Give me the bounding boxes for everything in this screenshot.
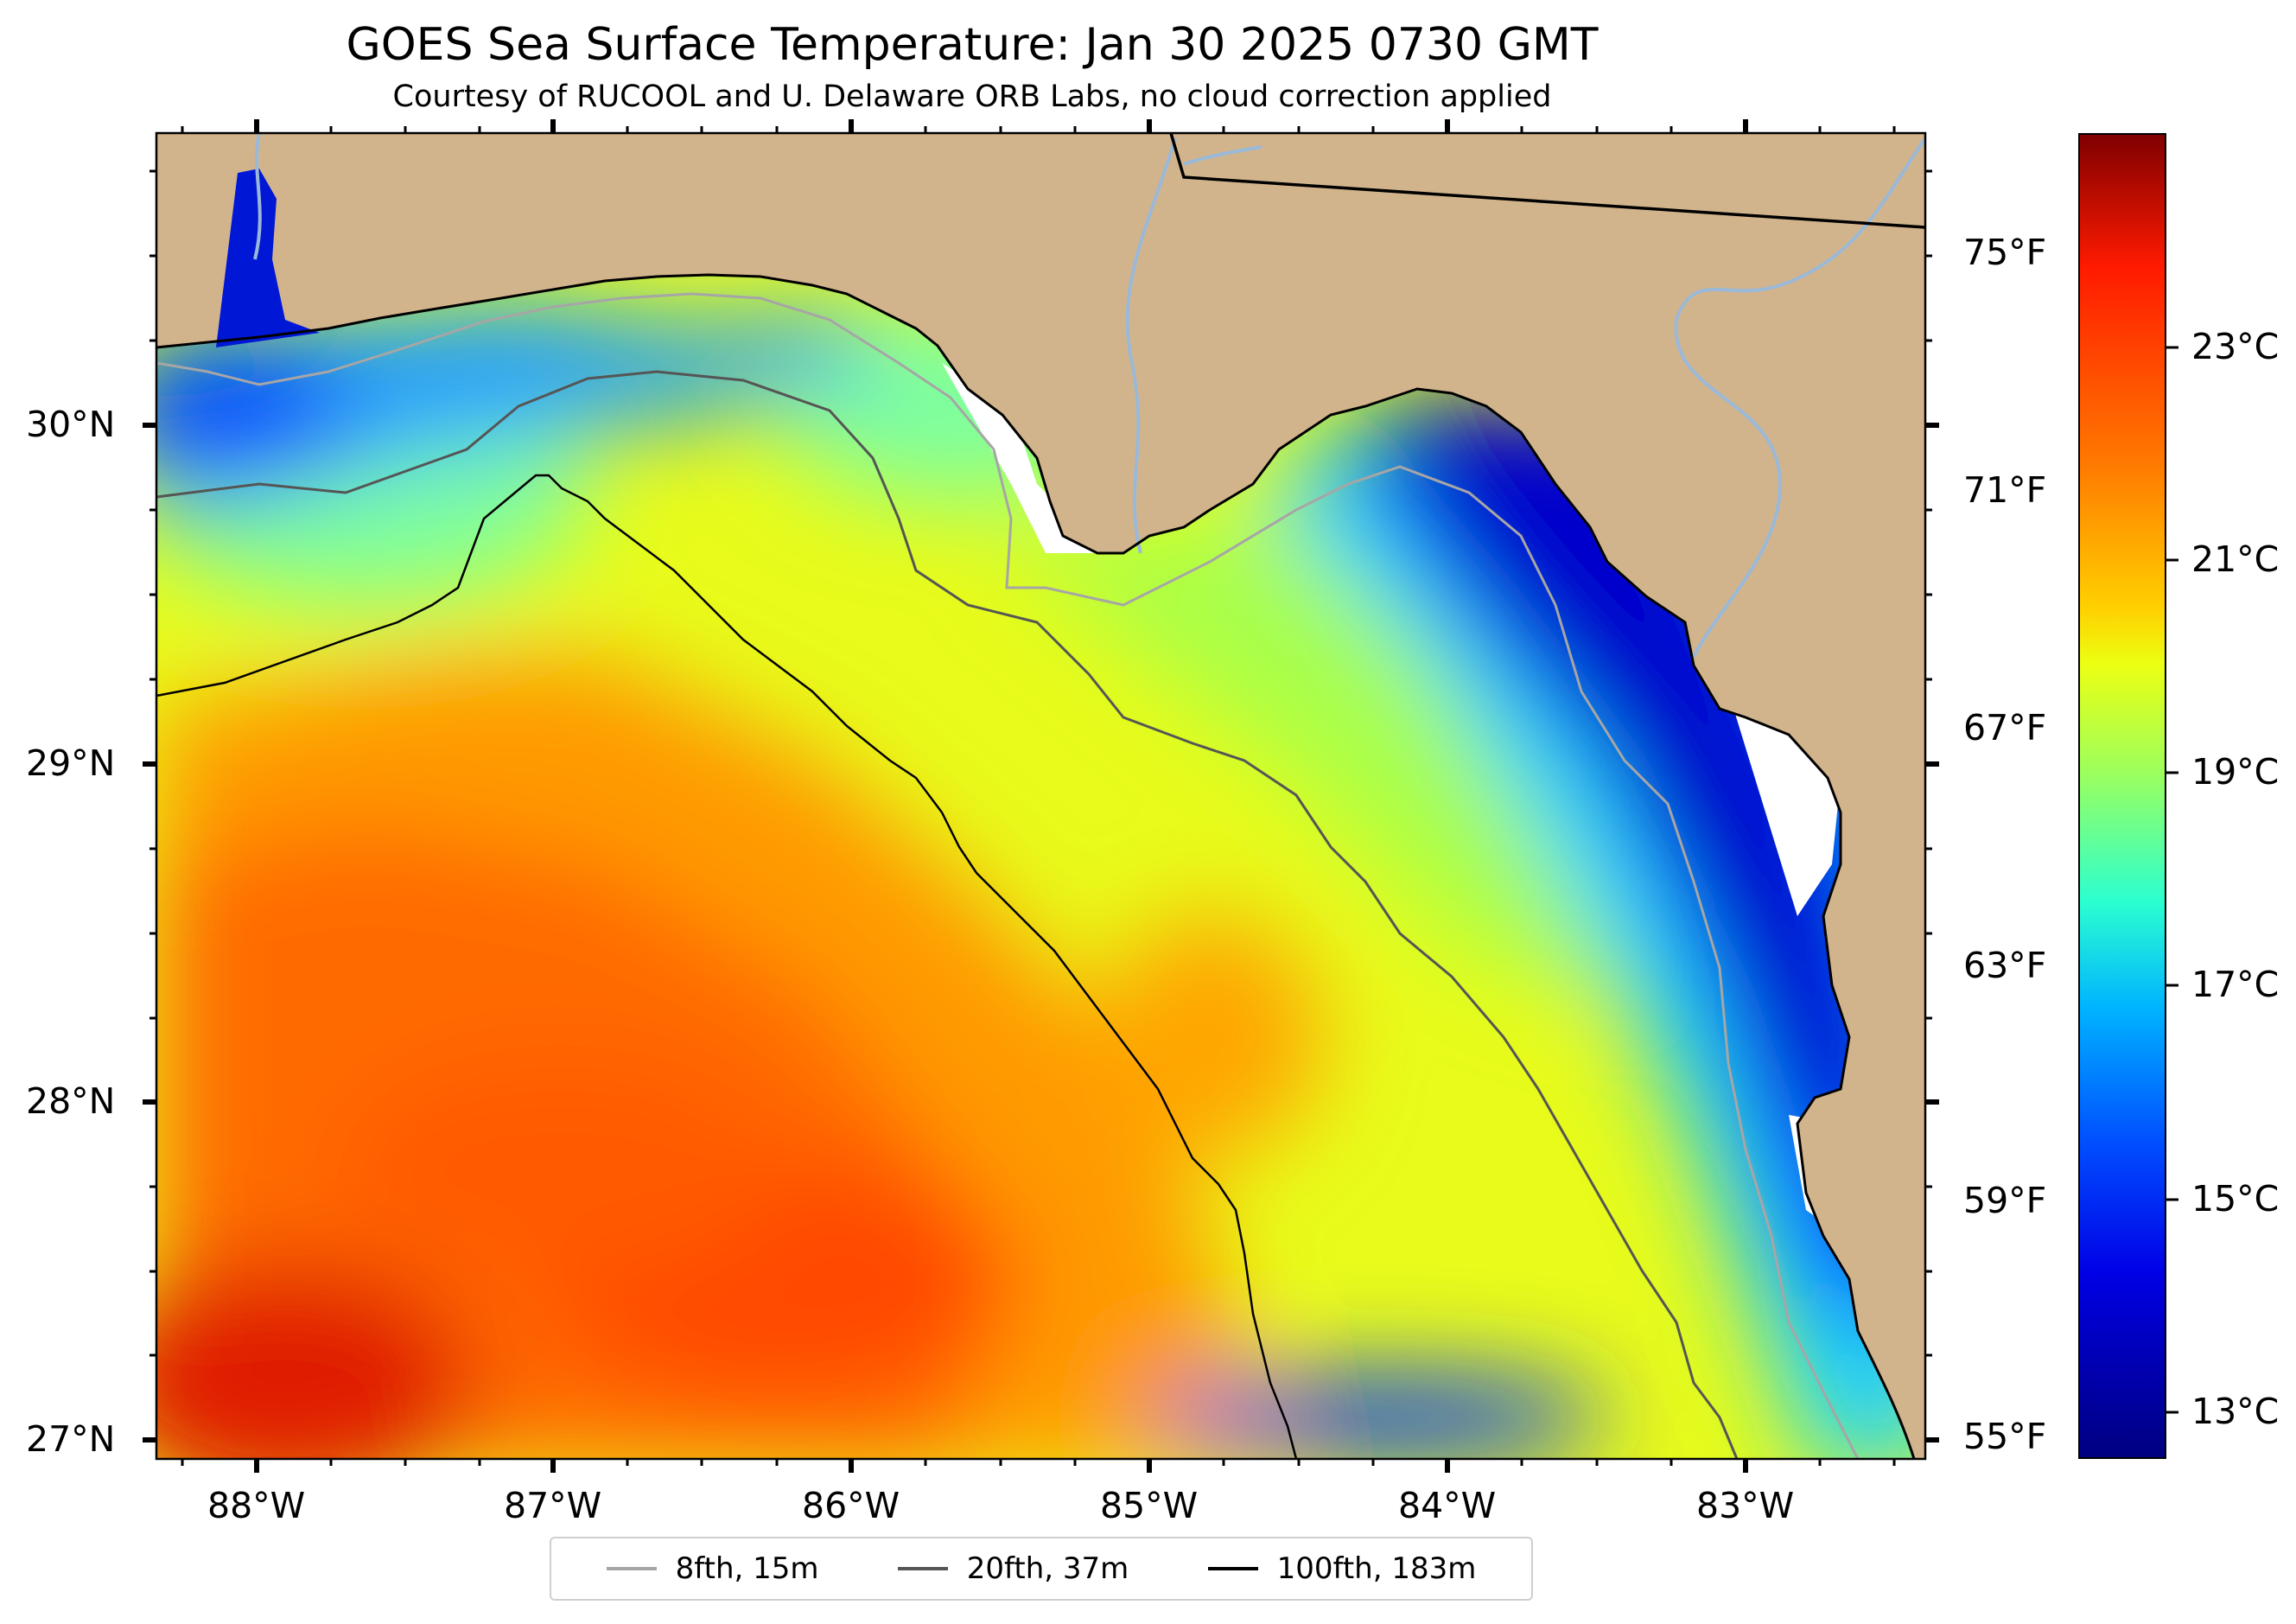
legend-line-8fth xyxy=(606,1567,657,1570)
fahrenheit-label-71: 71°F xyxy=(1963,469,2047,511)
lat-label-28n: 28°N xyxy=(26,1080,116,1122)
lon-label-86w: 86°W xyxy=(802,1485,900,1526)
isobath-legend: 8fth, 15m 20fth, 37m 100fth, 183m xyxy=(550,1537,1533,1601)
legend-label-100fth: 100fth, 183m xyxy=(1276,1551,1477,1586)
legend-item-20fth: 20fth, 37m xyxy=(897,1551,1129,1586)
legend-line-100fth xyxy=(1207,1567,1258,1570)
colorbar-label-13c: 13°C xyxy=(2191,1391,2280,1432)
temperature-colorbar xyxy=(2078,133,2166,1459)
lat-label-29n: 29°N xyxy=(26,742,116,784)
colorbar-label-15c: 15°C xyxy=(2191,1178,2280,1220)
fahrenheit-label-55: 55°F xyxy=(1963,1416,2047,1457)
legend-line-20fth xyxy=(897,1567,948,1570)
lon-label-84w: 84°W xyxy=(1398,1485,1497,1526)
lat-label-27n: 27°N xyxy=(26,1418,116,1460)
lon-label-85w: 85°W xyxy=(1100,1485,1199,1526)
sst-field xyxy=(156,133,1925,1459)
map-subtitle: Courtesy of RUCOOL and U. Delaware ORB L… xyxy=(392,80,1552,114)
legend-item-100fth: 100fth, 183m xyxy=(1207,1551,1477,1586)
fahrenheit-label-63: 63°F xyxy=(1963,945,2047,986)
colorbar-label-17c: 17°C xyxy=(2191,964,2280,1005)
fahrenheit-label-75: 75°F xyxy=(1963,232,2047,273)
colorbar-label-21c: 21°C xyxy=(2191,538,2280,580)
legend-label-20fth: 20fth, 37m xyxy=(966,1551,1129,1586)
colorbar-label-23c: 23°C xyxy=(2191,326,2280,367)
colorbar-label-19c: 19°C xyxy=(2191,751,2280,793)
lat-label-30n: 30°N xyxy=(26,404,116,445)
legend-item-8fth: 8fth, 15m xyxy=(606,1551,819,1586)
map-title: GOES Sea Surface Temperature: Jan 30 202… xyxy=(346,19,1599,71)
fahrenheit-label-67: 67°F xyxy=(1963,707,2047,748)
legend-label-8fth: 8fth, 15m xyxy=(675,1551,819,1586)
fahrenheit-label-59: 59°F xyxy=(1963,1180,2047,1221)
lon-label-88w: 88°W xyxy=(207,1485,306,1526)
lon-label-83w: 83°W xyxy=(1696,1485,1795,1526)
lon-label-87w: 87°W xyxy=(504,1485,602,1526)
